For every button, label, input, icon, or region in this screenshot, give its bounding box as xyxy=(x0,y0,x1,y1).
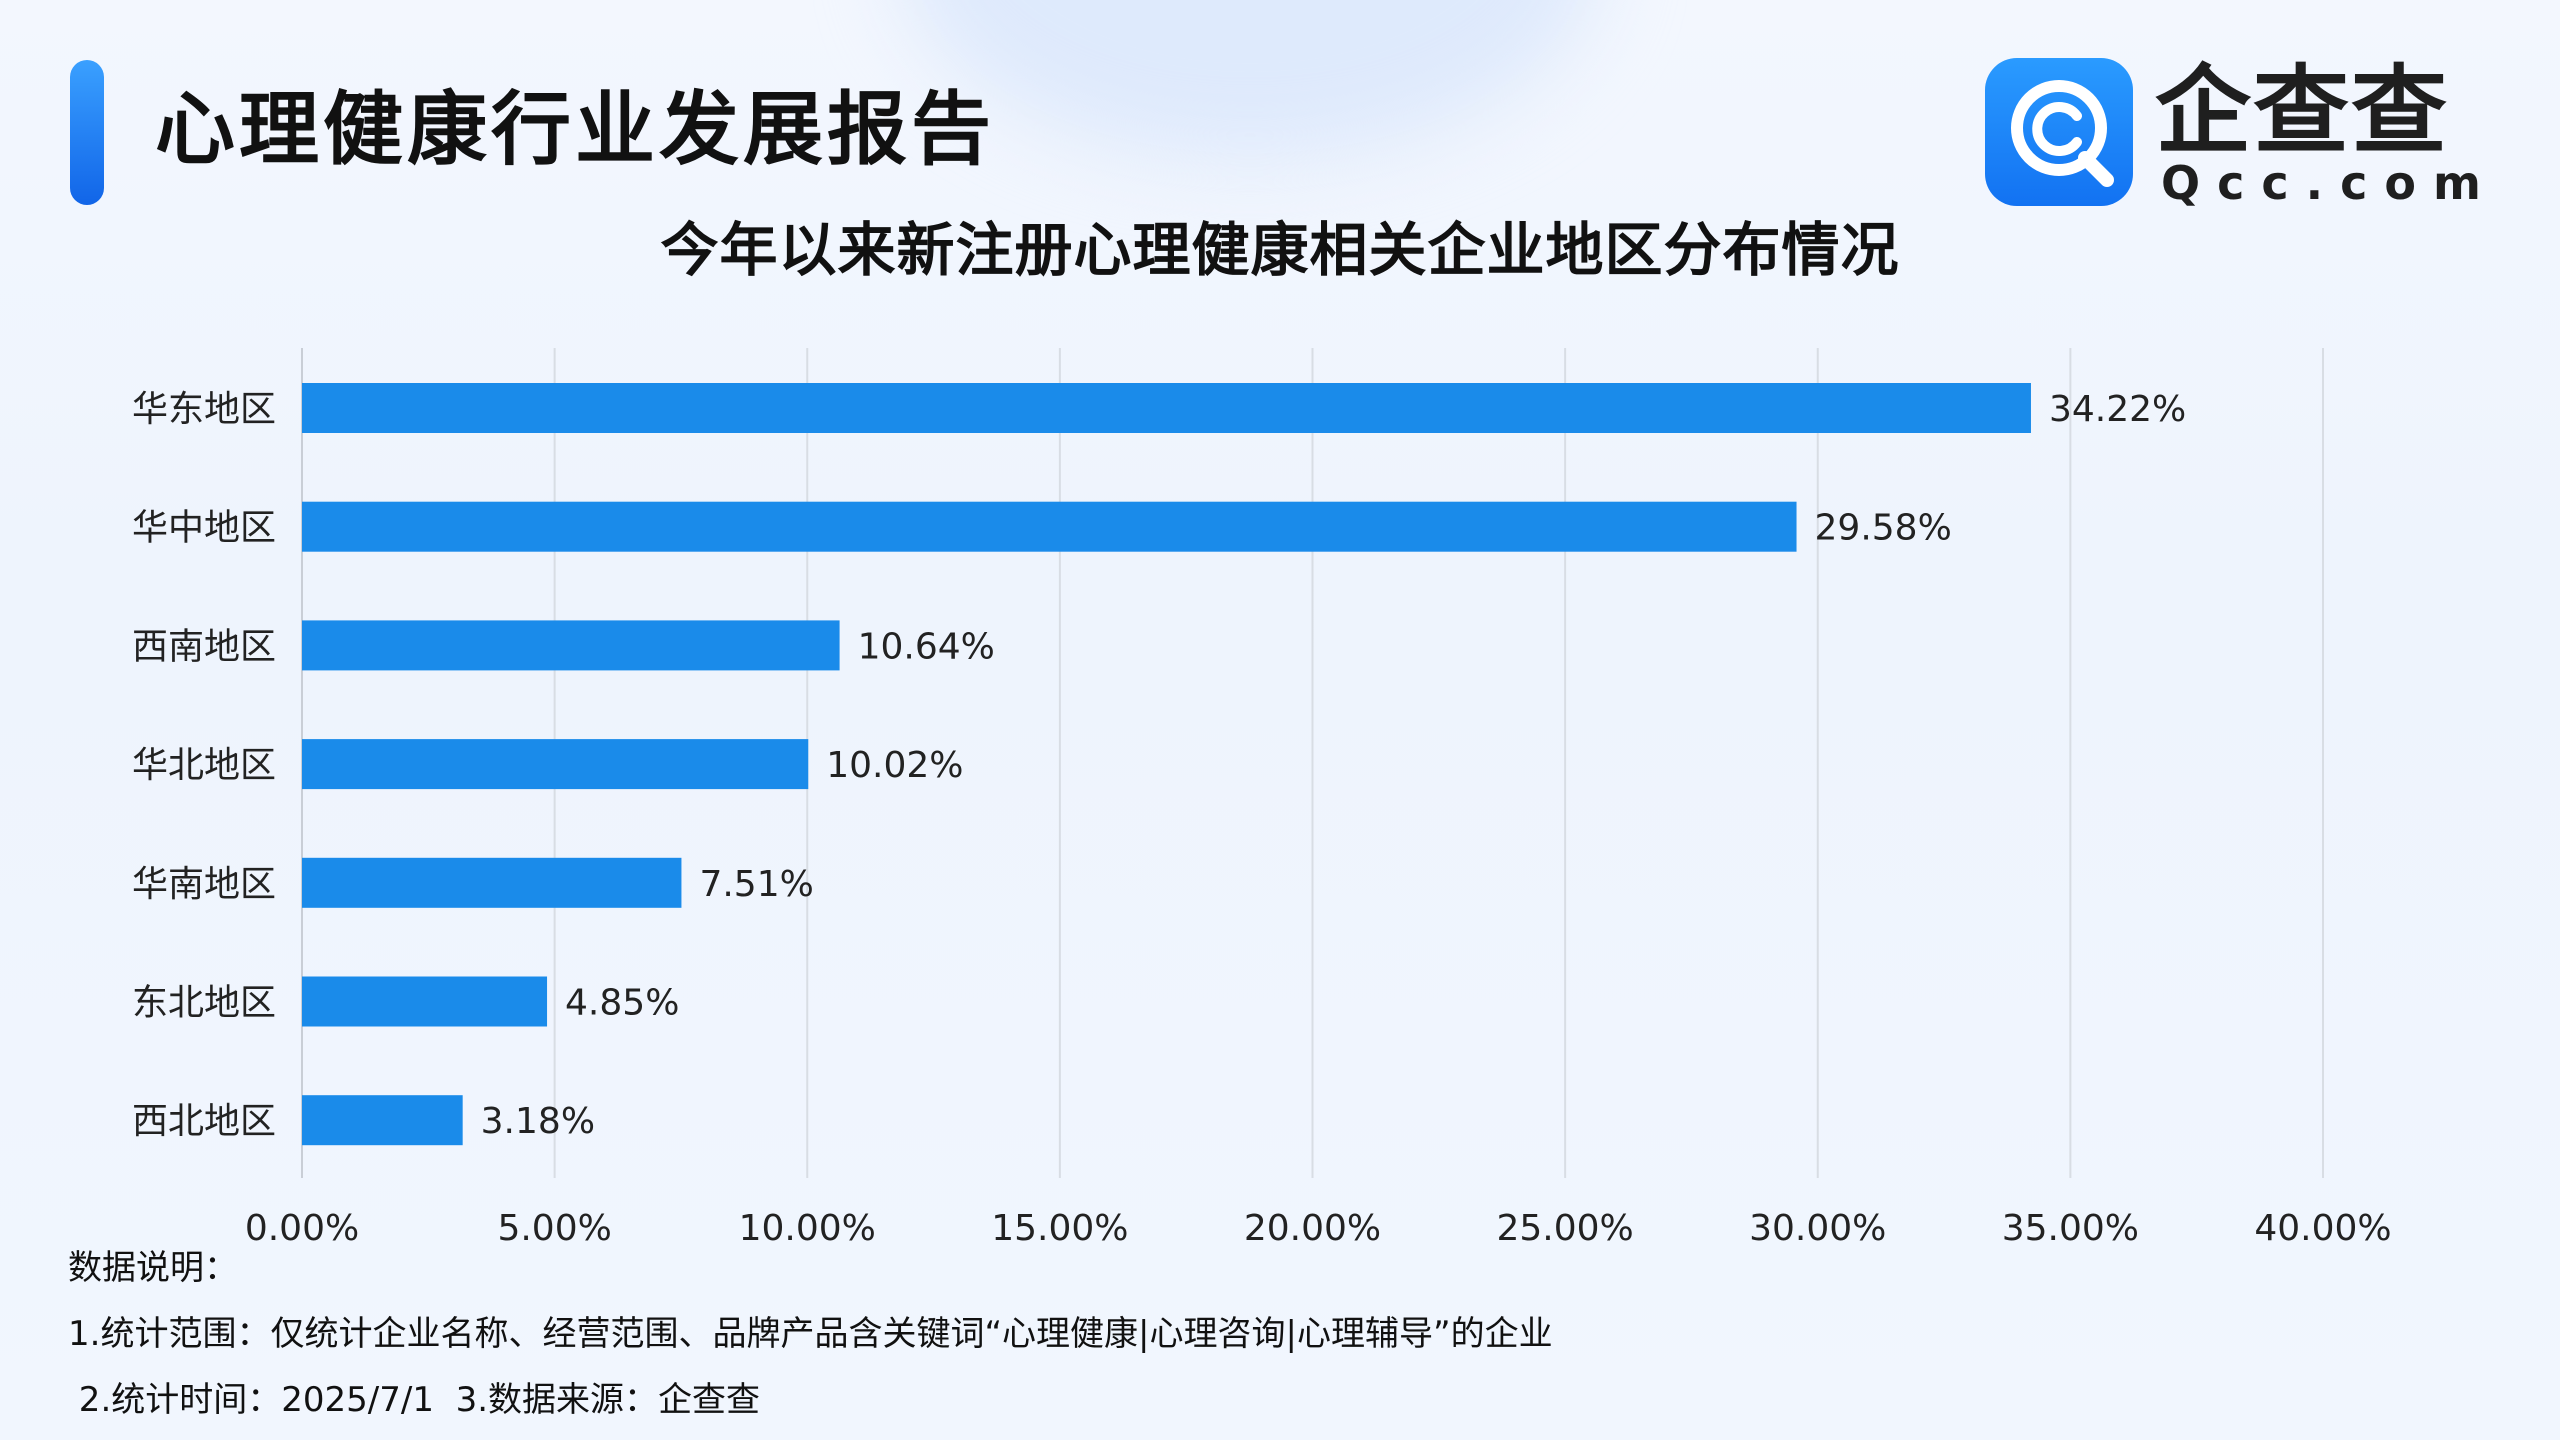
category-label: 西南地区 xyxy=(132,626,276,667)
bar xyxy=(302,620,840,671)
notes-line-1: 1.统计范围：仅统计企业名称、经营范围、品牌产品含关键词“心理健康|心理咨询|心… xyxy=(68,1314,1553,1354)
bar xyxy=(302,383,2031,433)
x-tick-label: 0.00% xyxy=(245,1208,359,1249)
title-accent-bar xyxy=(70,60,104,205)
category-label: 华东地区 xyxy=(132,389,276,430)
x-tick-label: 25.00% xyxy=(1496,1208,1633,1249)
data-label: 7.51% xyxy=(699,864,813,905)
data-label: 34.22% xyxy=(2049,389,2186,430)
category-label: 华中地区 xyxy=(132,508,276,549)
data-label: 10.64% xyxy=(858,626,995,667)
data-label: 29.58% xyxy=(1815,508,1952,549)
bar xyxy=(302,739,809,790)
qcc-logo: 企查查 Qcc.com xyxy=(1985,55,2481,208)
notes-line-2: 2.统计时间：2025/7/1 3.数据来源：企查查 xyxy=(68,1380,761,1420)
data-label: 4.85% xyxy=(565,983,679,1024)
data-label: 3.18% xyxy=(481,1101,595,1142)
logo-subtext: Qcc.com xyxy=(2161,156,2498,210)
category-label: 西北地区 xyxy=(132,1101,276,1142)
chart-title: 今年以来新注册心理健康相关企业地区分布情况 xyxy=(660,216,1900,284)
logo-name: 企查查 xyxy=(2155,55,2449,167)
notes-heading: 数据说明： xyxy=(68,1248,238,1288)
x-tick-label: 40.00% xyxy=(2254,1208,2391,1249)
x-tick-label: 20.00% xyxy=(1244,1208,1381,1249)
bar xyxy=(302,976,548,1027)
category-label: 华南地区 xyxy=(132,864,276,905)
qcc-logo-icon xyxy=(1985,58,2133,206)
bar xyxy=(302,1095,463,1146)
x-tick-label: 10.00% xyxy=(739,1208,876,1249)
x-tick-label: 35.00% xyxy=(2002,1208,2139,1249)
category-label: 华北地区 xyxy=(132,745,276,786)
x-tick-label: 30.00% xyxy=(1749,1208,1886,1249)
x-tick-label: 15.00% xyxy=(991,1208,1128,1249)
bar xyxy=(302,857,682,908)
x-tick-label: 5.00% xyxy=(497,1208,611,1249)
bar xyxy=(302,501,1797,552)
report-title: 心理健康行业发展报告 xyxy=(155,83,995,176)
data-label: 10.02% xyxy=(826,745,963,786)
category-label: 东北地区 xyxy=(132,983,276,1024)
